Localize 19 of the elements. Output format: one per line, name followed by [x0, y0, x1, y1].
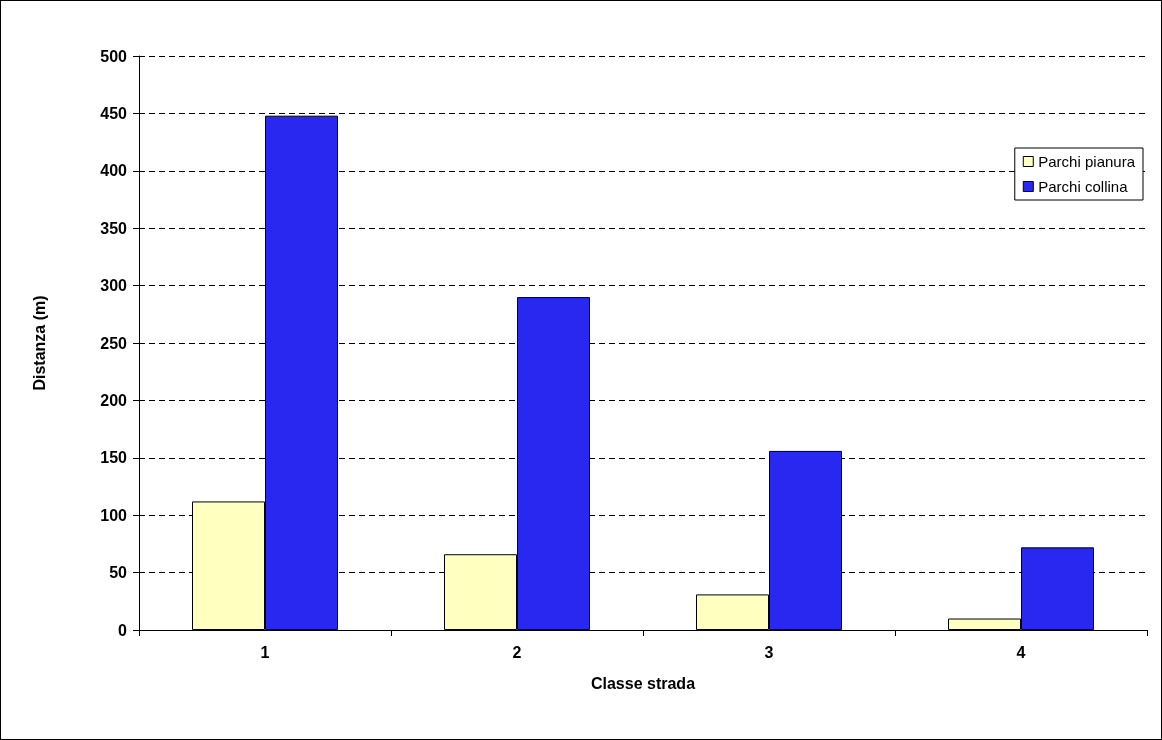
legend-label: Parchi collina: [1038, 178, 1129, 195]
y-tick-label: 50: [109, 564, 128, 582]
x-tick-label: 2: [512, 643, 522, 661]
y-tick-label: 450: [100, 104, 128, 122]
x-tick-label: 4: [1016, 643, 1026, 661]
x-tick-label: 3: [764, 643, 774, 661]
y-tick-label: 0: [118, 621, 128, 639]
y-tick-label: 300: [100, 277, 128, 295]
y-tick-label: 100: [100, 506, 128, 524]
y-tick-label: 150: [100, 449, 128, 467]
y-tick-label: 350: [100, 219, 128, 237]
x-tick-label: 1: [260, 643, 270, 661]
y-tick-label: 200: [100, 391, 128, 409]
y-tick-label: 400: [100, 162, 128, 180]
x-axis-title: Classe strada: [590, 674, 696, 692]
legend-label: Parchi pianura: [1038, 153, 1136, 170]
y-axis-title: Distanza (m): [30, 295, 48, 391]
y-tick-label: 250: [100, 334, 128, 352]
y-tick-label: 500: [100, 47, 128, 65]
